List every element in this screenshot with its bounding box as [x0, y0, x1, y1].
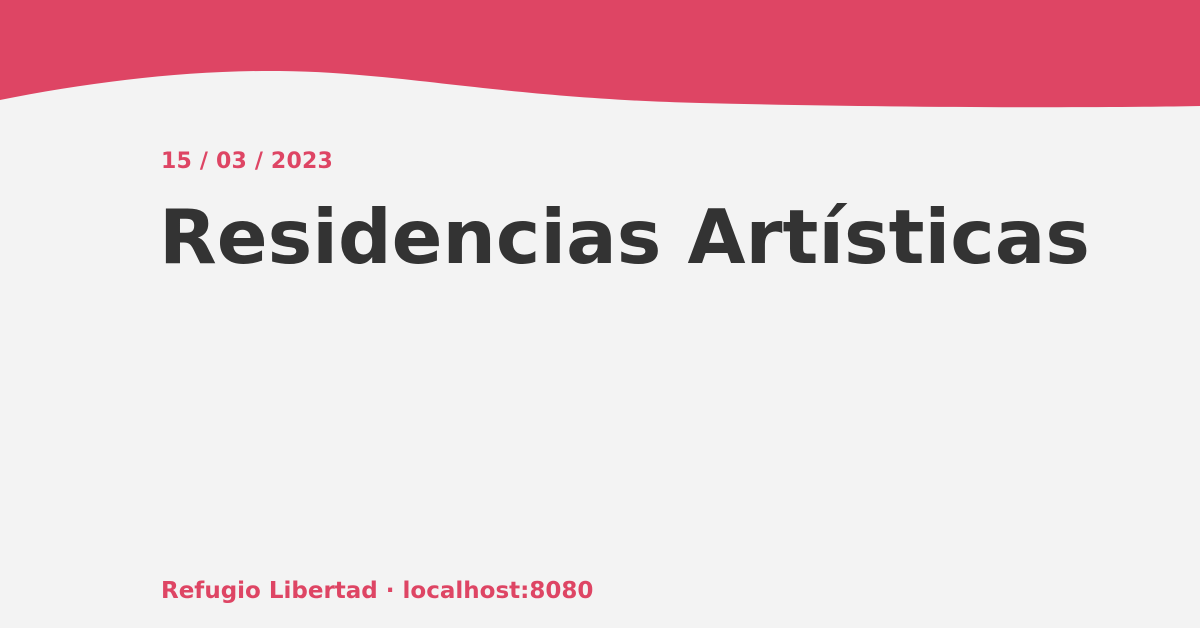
site-name: Refugio Libertad [161, 578, 378, 604]
post-title: Residencias Artísticas [159, 193, 1090, 281]
post-date: 15 / 03 / 2023 [161, 149, 333, 174]
site-host: localhost:8080 [402, 578, 594, 604]
footer-separator: · [377, 578, 403, 604]
site-footer: Refugio Libertad · localhost:8080 [161, 576, 593, 606]
header-wave-decoration [0, 0, 1200, 108]
header-wave-shape [0, 0, 1200, 108]
